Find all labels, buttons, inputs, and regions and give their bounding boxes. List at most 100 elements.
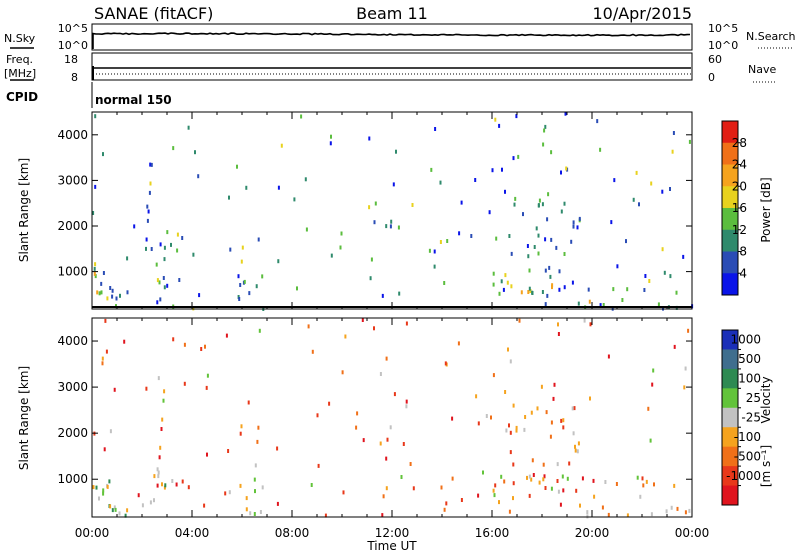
velocity-cell [112, 508, 114, 512]
velocity-cell [394, 392, 396, 396]
power-cell [650, 182, 652, 186]
power-cell [116, 297, 118, 301]
power-cell [626, 287, 628, 291]
power-colorbar: 481216202428 Power [dB] [722, 121, 773, 296]
power-cell [172, 146, 174, 150]
power-ylabel: Slant Range [km] [17, 158, 31, 262]
power-cell [374, 220, 376, 224]
y-tick-label: 2000 [57, 426, 88, 440]
velocity-cell [241, 424, 243, 428]
power-cell [239, 283, 241, 287]
power-cell [589, 300, 591, 304]
velocity-cell [486, 414, 488, 418]
velocity-cell [557, 322, 559, 326]
power-cell [368, 205, 370, 209]
power-cell [458, 231, 460, 235]
velocity-cell [153, 498, 155, 502]
velocity-cell [226, 334, 228, 338]
velocity-cell [677, 507, 679, 511]
velocity-cell [255, 463, 257, 467]
velocity-cell [203, 504, 205, 508]
power-cell [305, 177, 307, 181]
velocity-cell [557, 462, 559, 466]
power-cell [99, 291, 101, 295]
power-cell [111, 295, 113, 299]
power-cell [573, 225, 575, 229]
power-cell [493, 283, 495, 287]
power-colorbar-tick-label: 24 [732, 158, 747, 172]
nsky-panel [92, 24, 692, 50]
velocity-cell [159, 446, 161, 450]
velocity-cell [104, 447, 106, 451]
velocity-cell [204, 345, 206, 349]
nsky-trace [93, 33, 690, 49]
power-cell [511, 252, 513, 256]
power-cell [395, 150, 397, 154]
velocity-cell [533, 473, 535, 477]
power-cell [621, 298, 623, 302]
nave-tick-top: 60 [708, 53, 722, 66]
power-cell [375, 202, 377, 206]
velocity-cell [575, 489, 577, 493]
velocity-colorbar-swatch [722, 486, 738, 506]
power-cell [177, 233, 179, 237]
velocity-cell [138, 493, 140, 497]
power-cell [166, 284, 168, 288]
power-cell [610, 220, 612, 224]
power-cell [648, 279, 650, 283]
velocity-cell [445, 501, 447, 505]
velocity-colorbar: 1000 500 100 25 -25 -100 -500 -1000 Velocity [m… [722, 330, 773, 506]
velocity-cell [532, 458, 534, 462]
power-cell [261, 274, 263, 278]
power-cell [493, 272, 495, 276]
power-cell [559, 269, 561, 273]
velocity-cell [390, 425, 392, 429]
velocity-cell [546, 410, 548, 414]
velocity-cell [523, 428, 525, 432]
y-tick-label: 2000 [57, 219, 88, 233]
velocity-cell [579, 504, 581, 508]
velocity-cell [342, 370, 344, 374]
power-cell [507, 281, 509, 285]
velocity-cell [512, 496, 514, 500]
nsearch-tick-bottom: 10^0 [708, 39, 738, 52]
velocity-cell [567, 477, 569, 481]
power-cell [538, 234, 540, 238]
velocity-colorbar-tick-label: -500 [734, 449, 761, 463]
y-tick-label: 1000 [57, 265, 88, 279]
velocity-colorbar-swatch [722, 408, 738, 428]
power-cell [548, 266, 550, 270]
velocity-cell [687, 329, 689, 333]
date-title: 10/Apr/2015 [592, 4, 692, 23]
velocity-cell [385, 457, 387, 461]
velocity-cell [229, 490, 231, 494]
power-axis: 1000200030004000 [57, 112, 692, 309]
velocity-cell [161, 427, 163, 431]
freq-tick-bottom: 8 [71, 71, 78, 84]
power-cell [194, 150, 196, 154]
velocity-cell [604, 480, 606, 484]
velocity-cell [593, 495, 595, 499]
velocity-cell [516, 426, 518, 430]
power-cell [281, 144, 283, 148]
power-cell [370, 276, 372, 280]
power-cell [133, 224, 135, 228]
power-cell [547, 192, 549, 196]
power-colorbar-tick-label: 4 [739, 266, 747, 280]
power-colorbar-tick-label: 8 [739, 245, 747, 259]
power-cell [588, 288, 590, 292]
velocity-cell [558, 490, 560, 494]
power-cell [156, 263, 158, 267]
power-cell [501, 168, 503, 172]
power-colorbar-tick-label: 12 [732, 223, 747, 237]
velocity-cell [102, 357, 104, 361]
time-axis-ticks: 00:00 04:00 08:00 12:00 16:00 20:00 00:00 [75, 526, 710, 540]
power-cell [504, 273, 506, 277]
velocity-cell [510, 450, 512, 454]
velocity-cell [445, 361, 447, 365]
velocity-cell [560, 503, 562, 507]
velocity-cell [150, 500, 152, 504]
power-cell [151, 247, 153, 251]
velocity-cell [513, 481, 515, 485]
power-cell [492, 168, 494, 172]
